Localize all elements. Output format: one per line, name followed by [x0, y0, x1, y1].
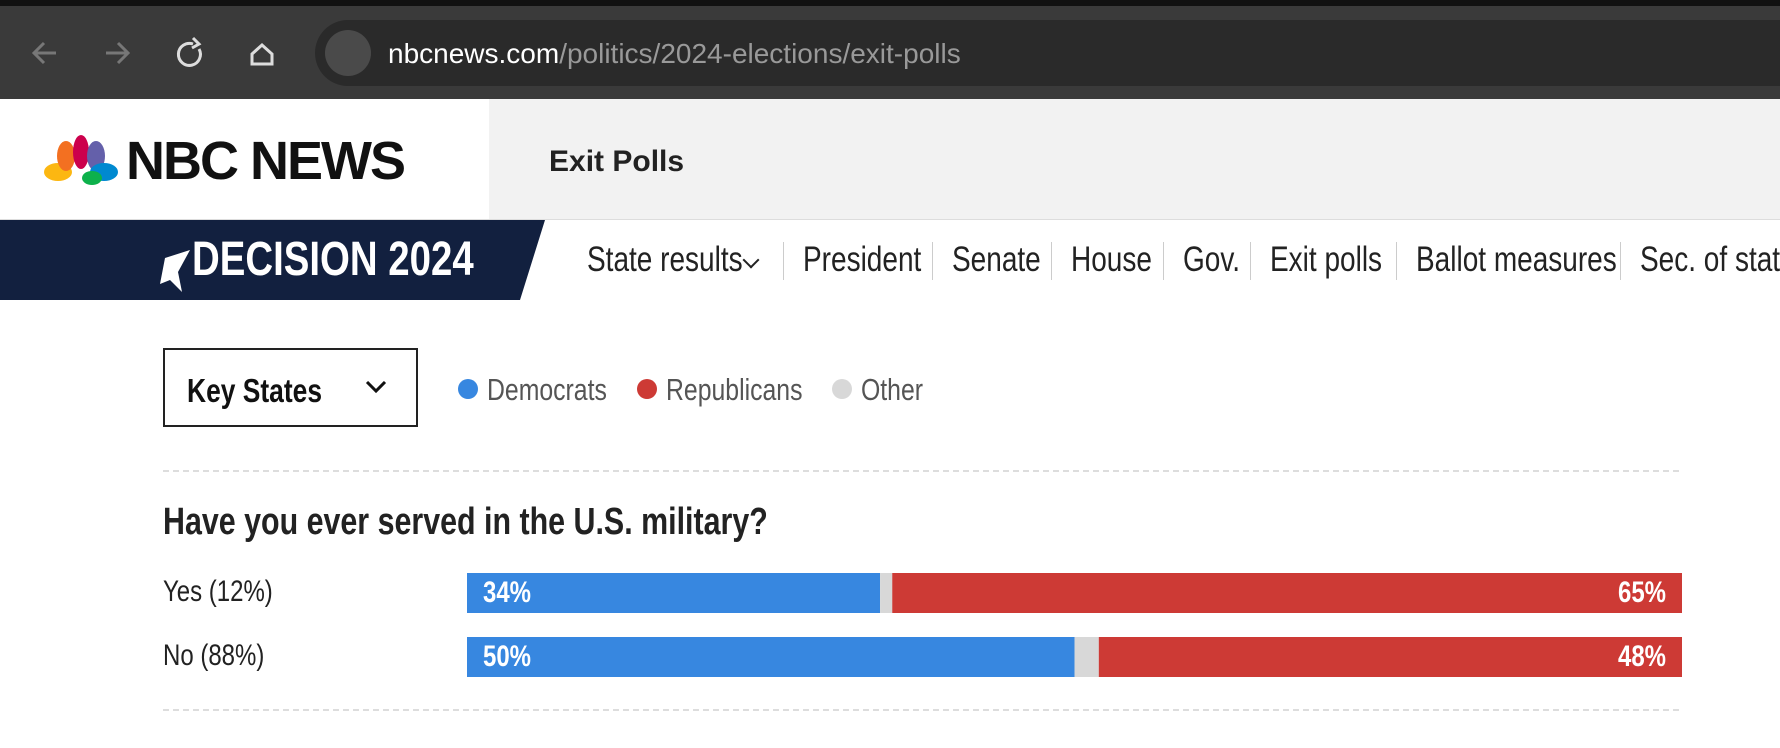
nav-item[interactable]: House — [1071, 240, 1152, 279]
browser-bar: nbcnews.com/politics/2024-elections/exit… — [0, 0, 1780, 99]
dropdown[interactable]: Key States — [163, 348, 418, 427]
nav-separator — [932, 242, 933, 280]
site-info-icon[interactable] — [325, 30, 371, 76]
nav-item[interactable]: Exit polls — [1270, 240, 1383, 279]
nav-item[interactable]: State results — [587, 240, 743, 279]
question-title: Have you ever served in the U.S. militar… — [163, 501, 768, 543]
nav-separator — [783, 242, 784, 280]
row-label: Yes (12%) — [163, 573, 273, 607]
peacock-logo — [44, 135, 118, 185]
value-label: 50% — [483, 638, 531, 672]
legend-label: Republicans — [665, 372, 803, 407]
logo-text[interactable]: NBC NEWS — [126, 131, 406, 191]
nav-item[interactable]: Sec. of state — [1640, 240, 1780, 279]
nav-separator — [1620, 242, 1621, 280]
nav-item[interactable]: Ballot measures — [1416, 240, 1617, 279]
url-bar[interactable]: nbcnews.com/politics/2024-elections/exit… — [315, 20, 1780, 86]
chart: Have you ever served in the U.S. militar… — [163, 470, 1682, 711]
url-domain: nbcnews.com — [388, 38, 560, 69]
nav-item[interactable]: President — [803, 240, 922, 279]
legend-swatch — [832, 379, 853, 399]
value-label: 48% — [1618, 638, 1666, 672]
nav-separator — [1250, 242, 1251, 280]
bar-segment — [467, 637, 1075, 677]
legend-swatch — [458, 379, 478, 399]
legend-swatch — [636, 379, 657, 399]
nav-separator — [1163, 242, 1164, 280]
brand-band — [0, 220, 545, 300]
nav-chevron — [742, 251, 760, 269]
bar-segment — [1074, 637, 1099, 677]
nav-separator — [1051, 242, 1052, 280]
header-band — [489, 99, 1780, 220]
url-path: /politics/2024-elections/exit-polls — [559, 38, 961, 69]
nav-item[interactable]: Gov. — [1183, 240, 1241, 279]
row-label: No (88%) — [163, 637, 264, 671]
dropdown-label: Key States — [187, 372, 323, 409]
nav-item[interactable]: Senate — [952, 240, 1041, 279]
nav-separator — [1396, 242, 1397, 280]
browser-buttons — [31, 36, 274, 67]
brand-text[interactable]: DECISION 2024 — [192, 233, 474, 286]
bar-segment — [1098, 637, 1682, 677]
value-label: 34% — [483, 574, 531, 608]
value-label: 65% — [1618, 574, 1666, 608]
bar-segment — [467, 573, 881, 613]
legend-label: Other — [861, 372, 924, 407]
divider — [0, 219, 1780, 220]
legend-label: Democrats — [487, 372, 607, 407]
section-title: Exit Polls — [549, 145, 685, 178]
chevron — [365, 380, 387, 394]
bar-segment — [892, 573, 1682, 613]
bar-segment — [880, 573, 893, 613]
